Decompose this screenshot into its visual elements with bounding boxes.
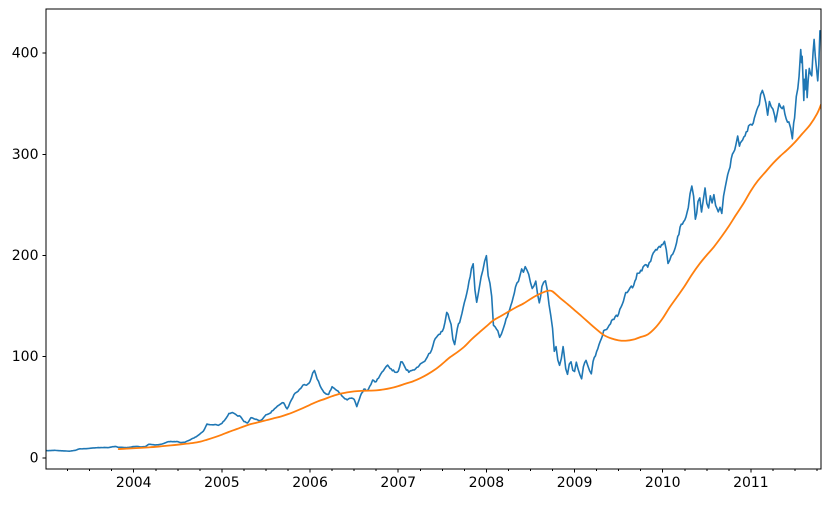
- y-tick-label: 0: [30, 450, 39, 466]
- series-group: [46, 29, 821, 452]
- y-tick-label: 100: [12, 349, 39, 365]
- x-tick-label: 2004: [116, 475, 152, 491]
- price-series-line: [46, 29, 821, 452]
- x-tick-label: 2007: [380, 475, 416, 491]
- x-tick-label: 2010: [645, 475, 681, 491]
- moving-average-line: [117, 103, 821, 450]
- y-tick-label: 200: [12, 248, 39, 264]
- x-tick-label: 2011: [733, 475, 769, 491]
- x-tick-label: 2008: [469, 475, 505, 491]
- y-tick-label: 400: [12, 46, 39, 62]
- x-axis: 2004 2005 2006 2007 2008 2009 2010 2011: [67, 469, 818, 491]
- y-tick-label: 300: [12, 147, 39, 163]
- x-tick-label: 2006: [292, 475, 328, 491]
- x-tick-label: 2009: [557, 475, 593, 491]
- axes-spines: [45, 8, 822, 470]
- x-tick-label: 2005: [204, 475, 240, 491]
- y-axis: 0 100 200 300 400: [12, 46, 46, 466]
